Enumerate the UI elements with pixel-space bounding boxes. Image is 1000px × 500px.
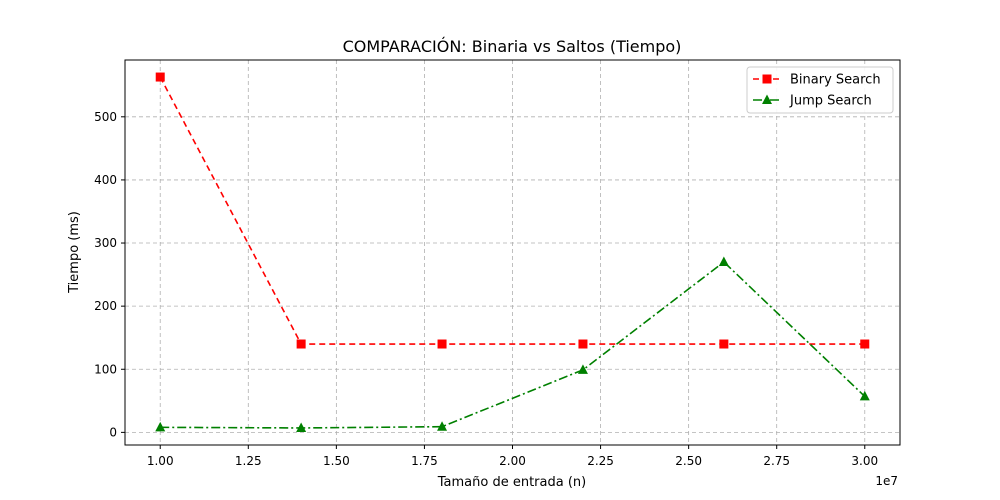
y-tick-label: 0 [109, 425, 117, 439]
legend-item-jump-search: Jump Search [753, 94, 872, 109]
binary-search-point [155, 72, 165, 82]
x-tick-label: 1.75 [411, 454, 438, 468]
jump-search-point [859, 390, 870, 401]
jump-search-point [718, 256, 729, 266]
x-tick-label: 2.50 [675, 454, 702, 468]
y-axis: 0 100 200 300 400 500 [94, 110, 125, 439]
y-tick-label: 500 [94, 110, 117, 124]
y-axis-label: Tiempo (ms) [67, 211, 82, 294]
binary-search-point [860, 339, 870, 349]
jump-search-point [155, 421, 166, 432]
chart-title: COMPARACIÓN: Binaria vs Saltos (Tiempo) [343, 37, 682, 56]
x-tick-label: 1.50 [323, 454, 350, 468]
x-axis-label: Tamaño de entrada (n) [437, 475, 586, 490]
jump-search-point [577, 364, 588, 374]
x-tick-label: 1.00 [147, 454, 174, 468]
jump-search-line [160, 260, 866, 429]
legend-marker [762, 94, 772, 104]
jump-search-point [296, 422, 307, 432]
binary-search-point [719, 339, 729, 349]
x-tick-label: 2.00 [499, 454, 526, 468]
legend-box [746, 66, 894, 114]
legend-label: Binary Search [790, 73, 881, 88]
y-tick-label: 100 [94, 362, 117, 376]
x-axis-offset-label: 1e7 [875, 474, 898, 488]
x-axis: 1.00 1.25 1.50 1.75 2.00 2.25 2.50 2.75 3.00 [147, 445, 878, 468]
binary-search-series [155, 72, 870, 349]
binary-search-point [578, 339, 588, 349]
legend: Binary Search Jump Search [746, 66, 894, 114]
y-tick-label: 400 [94, 173, 117, 187]
x-tick-label: 2.75 [763, 454, 790, 468]
legend-item-binary-search: Binary Search [753, 73, 881, 88]
y-tick-label: 200 [94, 299, 117, 313]
x-tick-label: 3.00 [851, 454, 878, 468]
binary-search-line [159, 76, 865, 345]
binary-search-point [296, 339, 306, 349]
series-layer [155, 72, 870, 432]
grid [125, 60, 900, 445]
legend-label: Jump Search [789, 94, 872, 109]
legend-marker [762, 74, 772, 84]
x-tick-label: 2.25 [587, 454, 614, 468]
jump-search-series [155, 256, 870, 432]
x-tick-label: 1.25 [235, 454, 262, 468]
binary-search-point [437, 339, 447, 349]
jump-search-point [437, 421, 448, 431]
y-tick-label: 300 [94, 236, 117, 250]
